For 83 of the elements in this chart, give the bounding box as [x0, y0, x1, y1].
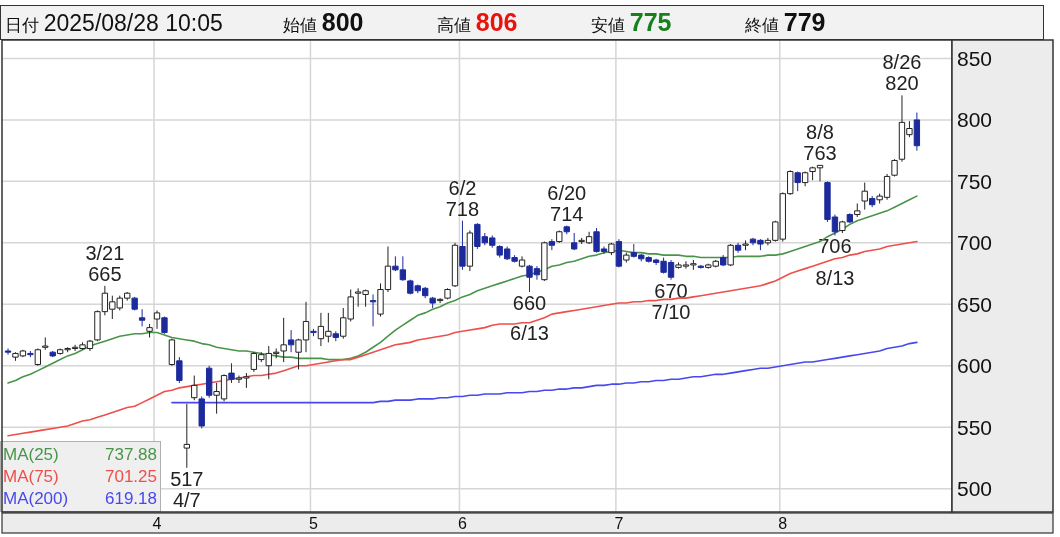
annotation: 6/2 718 — [445, 176, 480, 220]
candlestick — [310, 328, 317, 337]
annotation: 8/26 820 — [882, 51, 922, 95]
candlestick — [742, 239, 749, 251]
text: 終値 779 — [744, 8, 826, 36]
candlestick — [846, 212, 854, 224]
candlestick — [854, 202, 861, 218]
annotation: 6/20 714 — [547, 181, 587, 225]
y-tick-label: 550 — [957, 415, 993, 439]
y-tick-label: 800 — [957, 108, 993, 132]
x-tick-label: 6 — [458, 515, 467, 532]
x-tick-label: 5 — [309, 515, 319, 532]
x-tick-label: 8 — [778, 515, 788, 532]
candlestick — [801, 171, 809, 187]
y-tick-label: 600 — [957, 354, 993, 378]
x-tick-label: 7 — [614, 515, 624, 532]
candlestick — [608, 242, 615, 256]
candlestick — [429, 296, 436, 309]
candlestick — [727, 243, 734, 267]
candlestick — [518, 255, 526, 268]
candlestick — [332, 330, 339, 342]
y-tick-label: 650 — [957, 292, 993, 316]
candlestick — [548, 238, 556, 251]
y-tick-label: 750 — [957, 169, 993, 193]
candlestick — [869, 195, 876, 208]
candlestick — [138, 308, 146, 327]
text: 安値 775 — [591, 8, 672, 36]
candlestick — [49, 350, 56, 358]
candlestick — [571, 232, 578, 251]
candlestick — [891, 158, 898, 177]
candlestick — [183, 403, 190, 469]
candlestick — [839, 220, 846, 234]
candlestick — [228, 362, 235, 384]
y-tick-label: 500 — [957, 477, 993, 501]
annotation: 706 8/13 — [815, 235, 855, 290]
text: 始値 800 — [283, 8, 364, 36]
candlestick — [734, 242, 742, 254]
candlestick — [191, 375, 198, 401]
candlestick — [556, 230, 563, 244]
candlestick — [161, 316, 168, 335]
annotation: 660 6/13 — [510, 291, 549, 344]
annotation: 517 4/7 — [170, 467, 204, 511]
candlestick — [459, 220, 466, 271]
candlestick — [369, 293, 377, 327]
candlestick — [466, 230, 474, 272]
candlestick — [794, 171, 801, 192]
candlestick — [27, 350, 34, 358]
candlestick — [34, 348, 42, 367]
candlestick — [436, 297, 444, 304]
candlestick — [4, 348, 12, 356]
annotation: 670 7/10 — [651, 279, 691, 323]
text: 高値 806 — [437, 8, 518, 36]
candlestick — [720, 254, 727, 267]
y-tick-label: 700 — [957, 231, 993, 255]
candlestick — [176, 356, 183, 384]
candlestick — [615, 238, 623, 268]
text: MA(75) 701.25 — [3, 467, 157, 486]
candlestick — [913, 112, 921, 152]
candlestick — [42, 336, 49, 351]
candlestick — [287, 329, 295, 353]
candlestick — [563, 225, 570, 235]
candlestick — [198, 395, 205, 429]
candlestick — [146, 323, 153, 338]
candlestick — [168, 338, 176, 367]
candlestick — [541, 241, 548, 282]
annotation: 8/8 763 — [803, 121, 837, 165]
chart-title: 日付 2025/08/28 10:05 — [5, 10, 223, 36]
candlestick — [444, 287, 451, 300]
candlestick — [280, 317, 287, 363]
text: MA(25) 737.88 — [3, 445, 157, 464]
candlestick — [861, 182, 868, 211]
candlestick — [153, 309, 161, 330]
x-tick-label: 4 — [152, 515, 162, 532]
y-tick-label: 850 — [957, 46, 993, 70]
line-series — [7, 240, 918, 437]
candlestick — [131, 296, 138, 311]
line-series — [171, 341, 918, 404]
text: MA(200) 619.18 — [3, 489, 157, 508]
candlestick — [205, 365, 213, 399]
annotation: 3/21 665 — [85, 241, 125, 285]
candlestick — [697, 264, 705, 270]
candlestick — [623, 252, 630, 263]
candlestick — [451, 242, 459, 288]
